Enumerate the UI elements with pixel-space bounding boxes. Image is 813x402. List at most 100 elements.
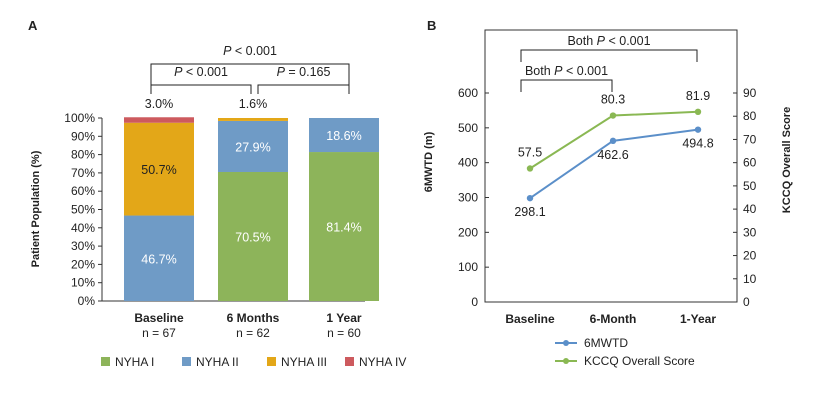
panel-b-p-value-value: < 0.001: [605, 34, 651, 48]
panel-a-y-tick-label: 0%: [78, 294, 96, 308]
point-data-label: 494.8: [682, 137, 713, 151]
panel-b-right-tick-label: 0: [743, 295, 750, 309]
legend-swatch: [182, 357, 191, 366]
panel-b-p-value-p: P: [554, 64, 563, 78]
series-point: [526, 165, 534, 172]
panel-b-p-value-prefix: Both: [567, 34, 596, 48]
panel-a-category-label: Baseline: [134, 311, 184, 325]
panel-a-category-label: 6 Months: [227, 311, 280, 325]
panel-b-right-ticks: 0 10 20 30 40 50 60 70 80 90: [733, 86, 757, 309]
panel-b-right-axis-label: KCCQ Overall Score: [781, 107, 793, 213]
panel-b-category-label: Baseline: [505, 312, 555, 326]
panel-a-y-tick-label: 60%: [71, 184, 95, 198]
panel-a-bracket: [257, 84, 350, 94]
panel-b-right-tick-label: 60: [743, 156, 757, 170]
panel-b-label: B: [427, 18, 436, 33]
panel-b-left-tick-label: 200: [458, 225, 478, 239]
panel-b-right-tick-label: 10: [743, 272, 757, 286]
panel-b-right-tick-label: 70: [743, 132, 757, 146]
panel-b-p-value-p: P: [597, 34, 606, 48]
legend-label: NYHA I: [115, 355, 154, 369]
panel-b-category-label: 6-Month: [590, 312, 637, 326]
panel-b-left-tick-label: 500: [458, 121, 478, 135]
panel-a-p-value-p: P: [223, 44, 232, 58]
panel-a-p-value-p: P: [174, 65, 183, 79]
panel-a-category-n: n = 62: [236, 326, 270, 340]
legend-marker: [563, 358, 569, 364]
panel-b-right-tick-label: 30: [743, 225, 757, 239]
legend-label: 6MWTD: [584, 336, 628, 350]
panel-a-p-value: P = 0.165: [277, 65, 331, 79]
panel-a-p-value-value: = 0.165: [285, 65, 331, 79]
panel-a-bracket: [150, 63, 350, 94]
bar-segment-nyha-iii: [218, 118, 288, 121]
panel-a-category-n: n = 67: [142, 326, 176, 340]
bar-top-label: 1.6%: [239, 97, 268, 111]
legend-label: NYHA III: [281, 355, 327, 369]
panel-b-p-value-prefix: Both: [525, 64, 554, 78]
panel-a-y-ticks: 0% 10% 20% 30% 40% 50% 60% 70% 80% 90% 100%: [64, 111, 102, 308]
panel-a-p-value-value: < 0.001: [182, 65, 228, 79]
bar-data-label: 46.7%: [141, 252, 176, 266]
bar-data-label: 18.6%: [326, 129, 361, 143]
panel-a-category-label: 1 Year: [326, 311, 361, 325]
bar-segment-nyha-i: [218, 171, 288, 301]
panel-a-bar-labels: 46.7% 50.7% 3.0% 70.5% 27.9% 1.6% 81.4% 18.6%: [141, 97, 361, 266]
series-point: [609, 137, 617, 145]
bar-segment-nyha-ii: [218, 120, 288, 172]
bar-segment-nyha-iii: [124, 122, 194, 216]
panel-b-left-axis-label: 6MWTD (m): [423, 131, 435, 192]
series-point: [526, 194, 534, 202]
panel-b-left-tick-label: 300: [458, 191, 478, 205]
legend-marker: [563, 340, 569, 346]
series-point: [694, 126, 702, 133]
panel-b-category-label: 1-Year: [680, 312, 716, 326]
panel-a-label: A: [28, 18, 38, 33]
legend-label: KCCQ Overall Score: [584, 354, 695, 368]
bar-segment-nyha-iv: [124, 117, 194, 123]
panel-a-y-tick-label: 30%: [71, 239, 95, 253]
panel-a-y-tick-label: 10%: [71, 276, 95, 290]
series-point: [694, 108, 702, 116]
panel-a: A Patient Population (%) 0% 10% 20% 30% 40% 5…: [28, 18, 406, 369]
panel-b-series: 298.1 462.6 494.8 57.5 80.3 81.9: [514, 89, 713, 219]
legend-label: NYHA II: [196, 355, 239, 369]
bar-data-label: 50.7%: [141, 163, 176, 177]
legend-label: NYHA IV: [359, 355, 406, 369]
panel-a-y-tick-label: 80%: [71, 148, 95, 162]
panel-a-y-tick-label: 70%: [71, 166, 95, 180]
point-data-label: 462.6: [597, 148, 628, 162]
bar-data-label: 81.4%: [326, 221, 361, 235]
panel-a-bars: [124, 117, 379, 301]
bar-segment-nyha-ii: [124, 215, 194, 301]
bar-segment-nyha-i: [309, 152, 379, 301]
panel-a-y-tick-label: 100%: [64, 111, 95, 125]
legend-swatch: [101, 357, 110, 366]
point-data-label: 298.1: [514, 205, 545, 219]
bar-segment-nyha-ii: [309, 118, 379, 153]
panel-b-plot-frame: [484, 29, 738, 303]
bar-data-label: 70.5%: [235, 230, 270, 244]
panel-a-p-value-value: < 0.001: [231, 44, 277, 58]
panel-b-p-value: Both P < 0.001: [525, 64, 608, 78]
point-data-label: 81.9: [686, 89, 710, 103]
bar-top-label: 3.0%: [145, 97, 174, 111]
panel-b-right-tick-label: 80: [743, 109, 757, 123]
panel-a-y-tick-label: 20%: [71, 257, 95, 271]
panel-b-right-tick-label: 20: [743, 249, 757, 263]
panel-b-left-ticks: 0 100 200 300 400 500 600: [458, 86, 489, 309]
panel-b-legend: 6MWTD KCCQ Overall Score: [555, 336, 695, 368]
panel-a-category-n: n = 60: [327, 326, 361, 340]
legend-swatch: [267, 357, 276, 366]
panel-b: B 6MWTD (m) KCCQ Overall Score 010020030…: [423, 18, 793, 368]
bar-data-label: 27.9%: [235, 140, 270, 154]
panel-a-legend: NYHA I NYHA II NYHA III NYHA IV: [101, 355, 406, 369]
panel-a-y-tick-label: 90%: [71, 129, 95, 143]
panel-b-right-tick-label: 40: [743, 202, 757, 216]
panel-a-y-tick-label: 50%: [71, 203, 95, 217]
series-point: [609, 112, 617, 119]
